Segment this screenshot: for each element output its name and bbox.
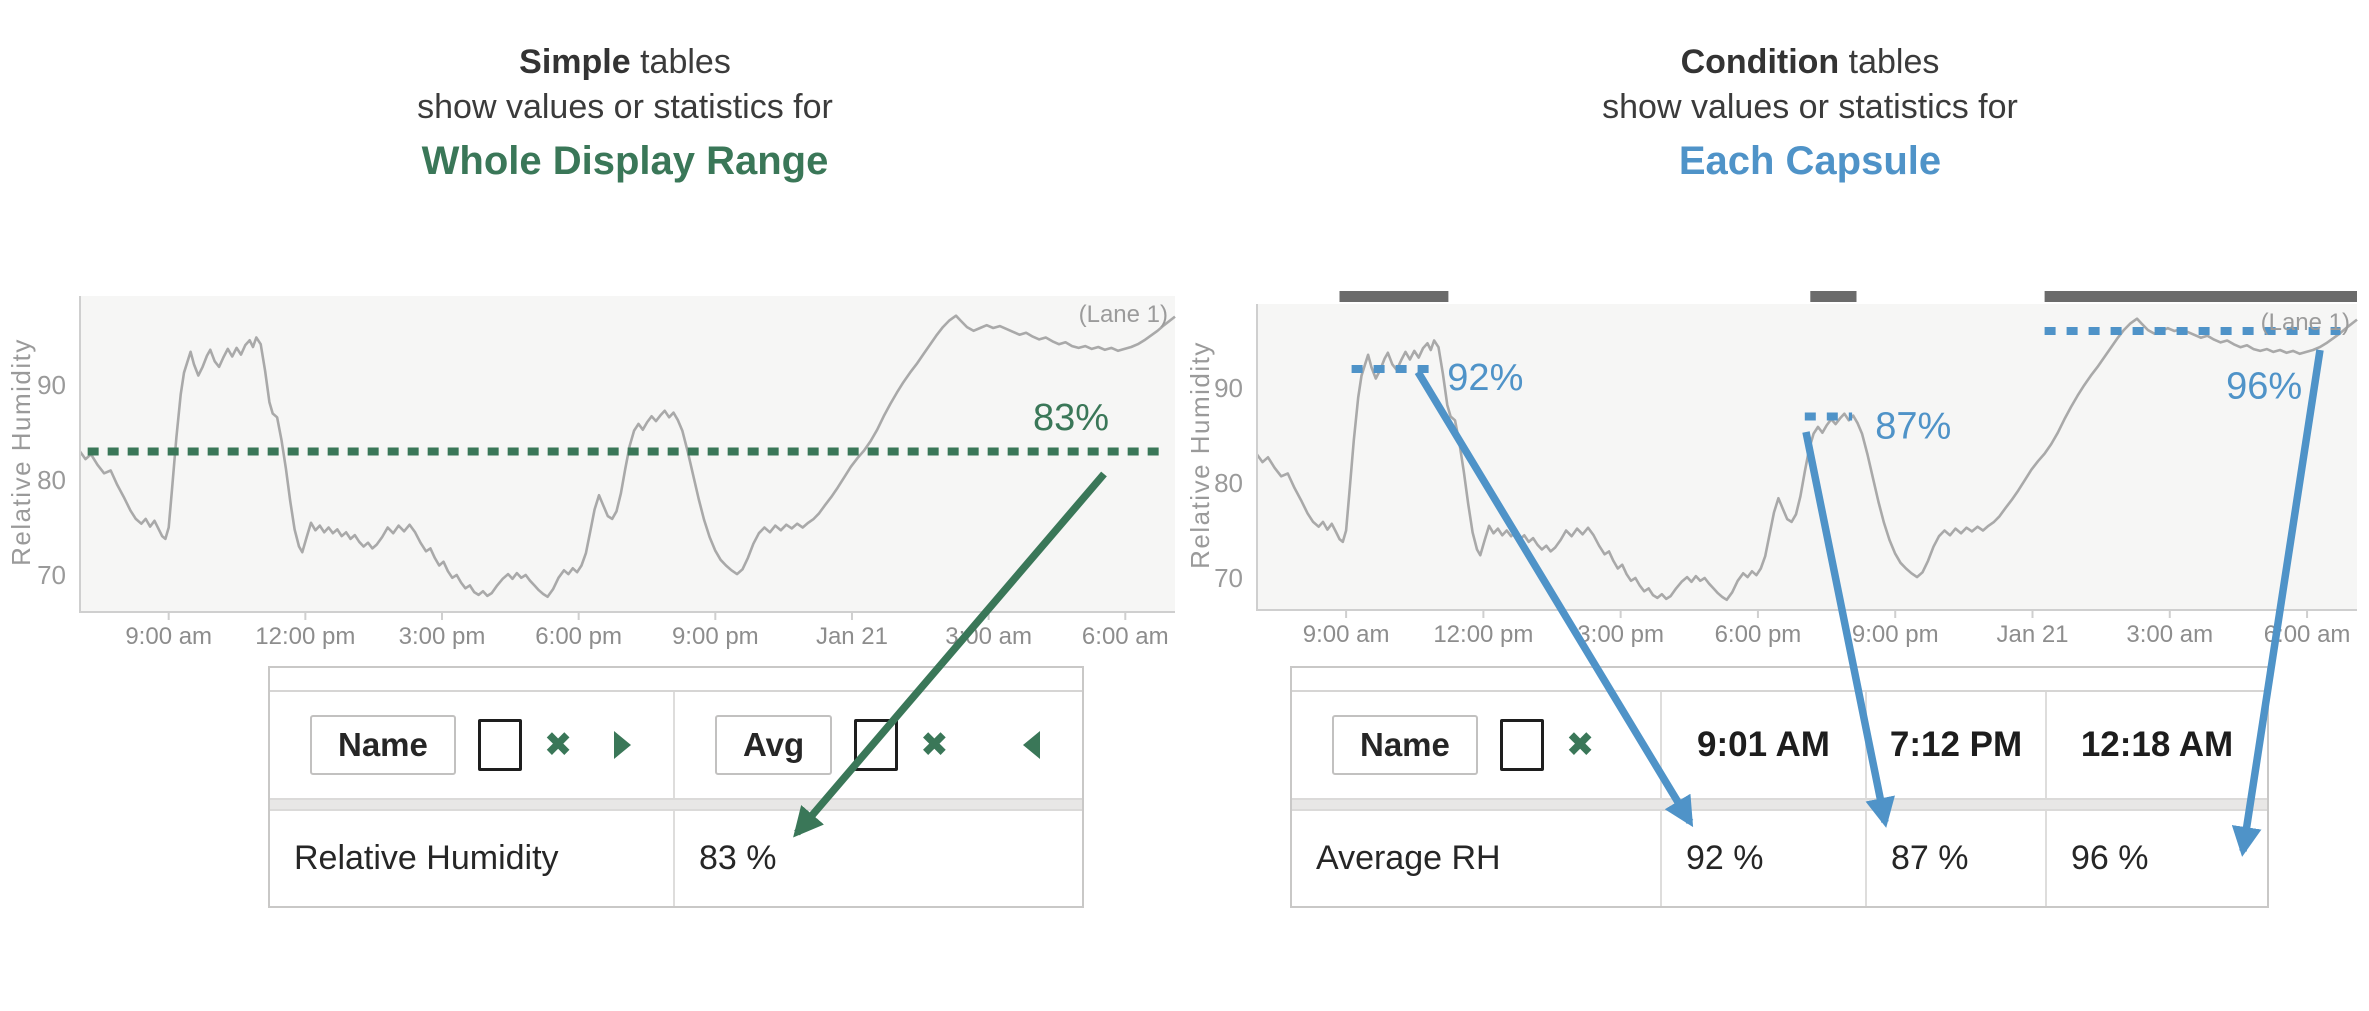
- capsule-bar-3: [2044, 291, 2357, 302]
- left-panel-title: Simple tables show values or statistics …: [175, 40, 1075, 186]
- left-title-line2: show values or statistics for: [417, 88, 833, 126]
- capsule-value-cell-1: 92 %: [1662, 811, 1867, 906]
- y-tick-label: 70: [37, 560, 66, 590]
- table-top-strip: [1292, 668, 2267, 692]
- left-title-emphasis: Whole Display Range: [421, 139, 829, 183]
- x-tick-label: 6:00 am: [1082, 623, 1169, 650]
- remove-avg-column-icon[interactable]: ✖: [920, 726, 949, 764]
- simple-table: Name ✖ Avg ✖ Relative Humidity 83 %: [268, 666, 1084, 908]
- x-tick-label: 6:00 pm: [535, 623, 622, 650]
- right-title-line1: Condition tables: [1360, 40, 2260, 85]
- x-tick-label: 12:00 pm: [255, 623, 355, 650]
- y-tick-label: 80: [37, 465, 66, 495]
- name-column-button[interactable]: Name: [310, 714, 456, 776]
- move-column-right-icon[interactable]: [614, 731, 631, 759]
- right-title-line2: show values or statistics for: [1602, 88, 2018, 126]
- name-column-checkbox[interactable]: [477, 719, 522, 771]
- capsule-time-header-3: 12:18 AM: [2047, 692, 2267, 798]
- header-cell-name: Name ✖: [270, 692, 675, 798]
- capsule-bar-1: [1339, 291, 1449, 302]
- condition-table-trend-chart[interactable]: 92% 87% 96% 90 80 70 9:00 am 12:00 pm 3:00 pm 6:0…: [1180, 270, 2369, 670]
- avg-value-cell: 83 %: [675, 811, 1082, 906]
- capsule-bar-2: [1810, 291, 1857, 302]
- x-tick-label: 9:00 am: [1303, 621, 1390, 648]
- remove-name-column-icon[interactable]: ✖: [543, 726, 573, 764]
- header-cell-avg: Avg ✖: [675, 692, 1082, 798]
- y-tick-label: 90: [37, 370, 66, 400]
- header-cell-name: Name ✖: [1292, 692, 1662, 798]
- x-tick-label: 6:00 pm: [1715, 621, 1802, 648]
- table-top-strip: [270, 668, 1082, 692]
- right-title-bold: Condition: [1680, 43, 1840, 81]
- name-column-checkbox[interactable]: [1499, 719, 1544, 771]
- simple-table-trend-chart[interactable]: 83% 90 80 70 9:00 am 12:00 pm 3:00 pm 6:00 pm 9:…: [0, 270, 1210, 670]
- move-column-left-icon[interactable]: [1023, 731, 1040, 759]
- x-tick-label: 3:00 pm: [399, 623, 486, 650]
- capsule-avg-label-3: 96%: [2226, 365, 2302, 407]
- name-column-button[interactable]: Name: [1332, 714, 1478, 776]
- y-axis-label: Relative Humidity: [6, 338, 36, 566]
- capsule-avg-label-1: 92%: [1447, 357, 1523, 399]
- capsule-avg-label-2: 87%: [1875, 405, 1951, 447]
- x-tick-label: 3:00 pm: [1577, 621, 1664, 648]
- lane-label: (Lane 1): [2261, 309, 2350, 336]
- x-tick-label: 6:00 am: [2264, 621, 2351, 648]
- x-tick-label: Jan 21: [816, 623, 888, 650]
- lane-label: (Lane 1): [1079, 301, 1168, 328]
- y-tick-label: 80: [1214, 468, 1243, 498]
- x-tick-label: Jan 21: [1996, 621, 2068, 648]
- x-tick-label: 12:00 pm: [1433, 621, 1533, 648]
- header-body-separator: [270, 798, 1082, 811]
- header-body-separator: [1292, 798, 2267, 811]
- left-title-line1: Simple tables: [175, 40, 1075, 85]
- axis-lines: [1256, 304, 2357, 611]
- left-title-bold: Simple: [519, 43, 631, 81]
- capsule-value-cell-3: 96 %: [2047, 811, 2267, 906]
- humidity-signal-curve: [78, 314, 1176, 599]
- avg-column-checkbox[interactable]: [854, 719, 899, 771]
- avg-column-button[interactable]: Avg: [715, 714, 833, 776]
- y-tick-label: 70: [1214, 563, 1243, 593]
- x-tick-label: 9:00 am: [125, 623, 212, 650]
- capsule-time-header-1: 9:01 AM: [1662, 692, 1867, 798]
- x-tick-label: 3:00 am: [2126, 621, 2213, 648]
- right-title-emphasis: Each Capsule: [1678, 139, 1942, 183]
- condition-table: Name ✖ 9:01 AM 7:12 PM 12:18 AM Average …: [1290, 666, 2269, 908]
- x-tick-label: 3:00 am: [945, 623, 1032, 650]
- x-tick-label: 9:00 pm: [672, 623, 759, 650]
- capsule-time-header-2: 7:12 PM: [1867, 692, 2047, 798]
- y-axis-label: Relative Humidity: [1185, 341, 1215, 569]
- right-panel-title: Condition tables show values or statisti…: [1360, 40, 2260, 186]
- y-tick-label: 90: [1214, 373, 1243, 403]
- remove-name-column-icon[interactable]: ✖: [1565, 726, 1595, 764]
- stat-name-cell: Average RH: [1292, 811, 1662, 906]
- capsule-value-cell-2: 87 %: [1867, 811, 2047, 906]
- left-title-rest: tables: [630, 43, 731, 81]
- right-title-rest: tables: [1839, 43, 1940, 81]
- x-tick-label: 9:00 pm: [1852, 621, 1939, 648]
- average-value-label: 83%: [1033, 397, 1109, 439]
- signal-name-cell: Relative Humidity: [270, 811, 675, 906]
